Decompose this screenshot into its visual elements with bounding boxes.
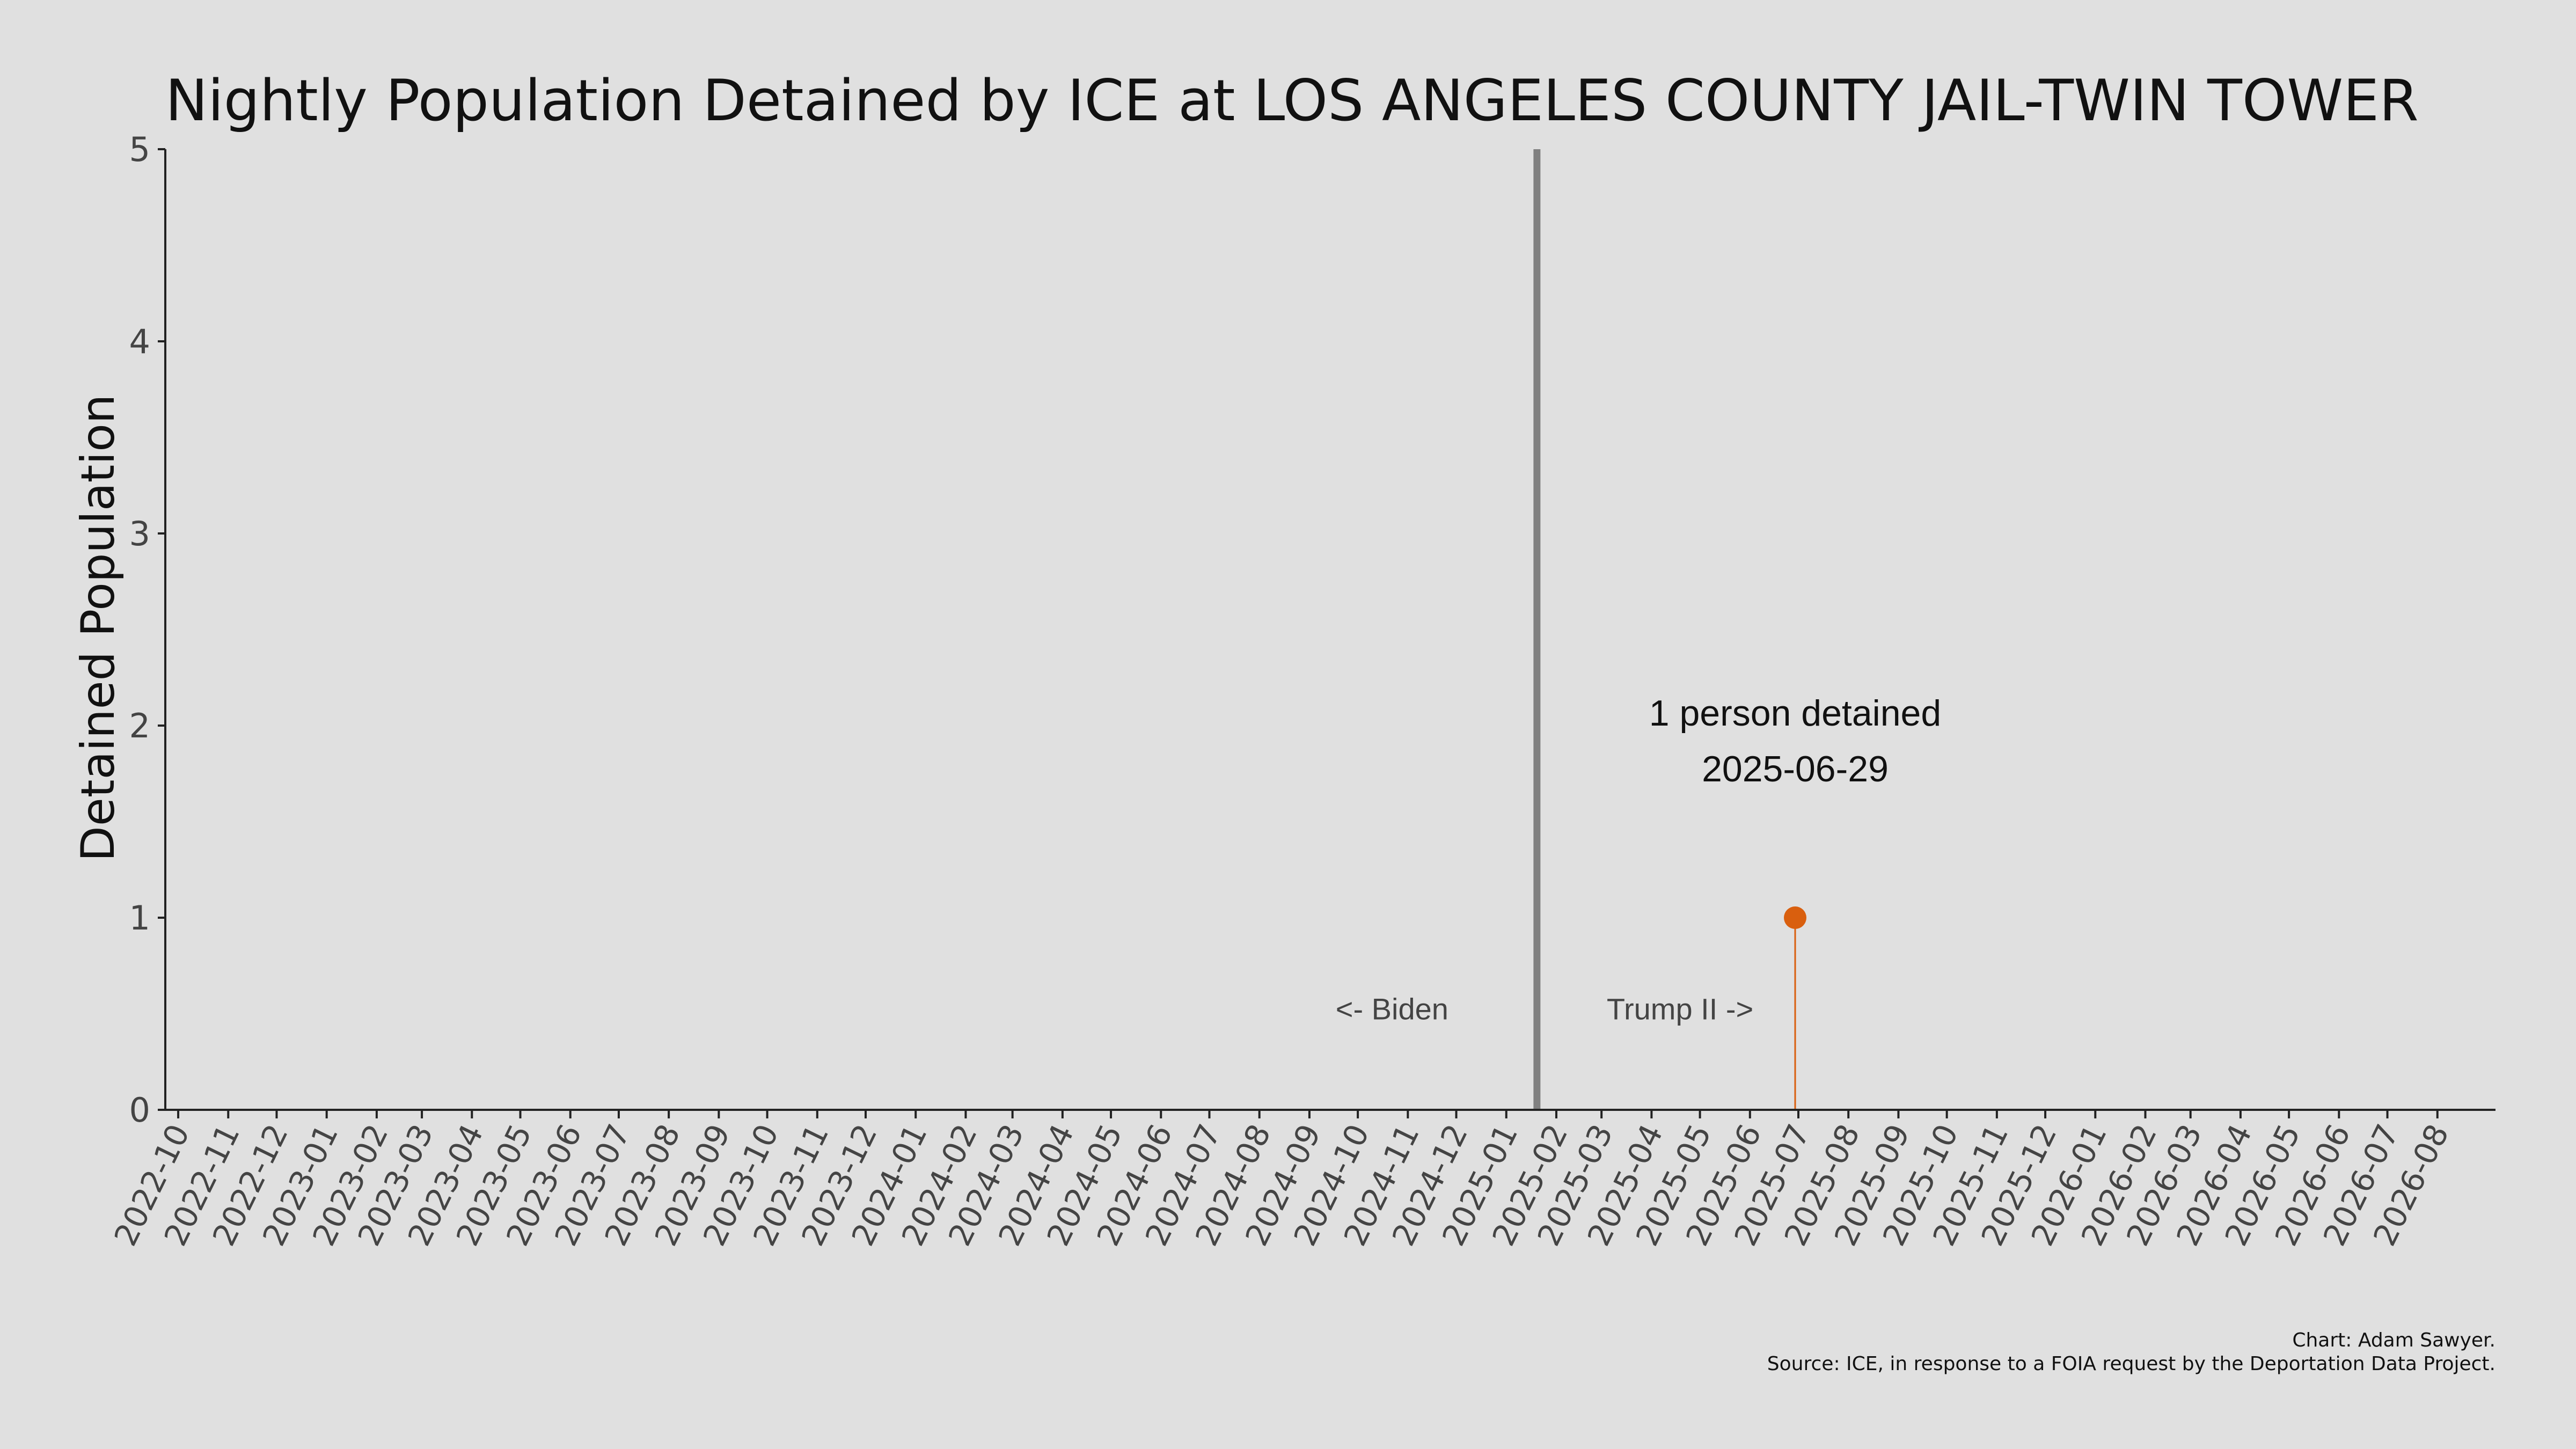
data-marks [1783,906,1806,1110]
y-tick-label: 0 [129,1091,150,1130]
y-tick-label: 4 [129,322,150,361]
y-tick-label: 2 [129,706,150,745]
y-axis-ticks: 0 1 2 3 4 5 [129,130,165,1130]
data-point [1783,906,1806,929]
y-axis-label: Detained Population [71,394,125,862]
y-tick-label: 1 [129,898,150,938]
chart-credit: Chart: Adam Sawyer. [2292,1329,2496,1351]
y-tick-label: 5 [129,130,150,169]
annotation-count: 1 person detained [1649,693,1941,734]
chart-title: Nightly Population Detained by ICE at LO… [165,68,2419,134]
era-label-biden: <- Biden [1336,992,1448,1026]
y-tick-label: 3 [129,514,150,553]
annotation-date: 2025-06-29 [1702,749,1889,789]
chart-source: Source: ICE, in response to a FOIA reque… [1767,1353,2496,1375]
era-label-trump: Trump II -> [1607,992,1753,1026]
x-axis-ticks: 2022-102022-112022-122023-012023-022023-… [107,1110,2456,1252]
